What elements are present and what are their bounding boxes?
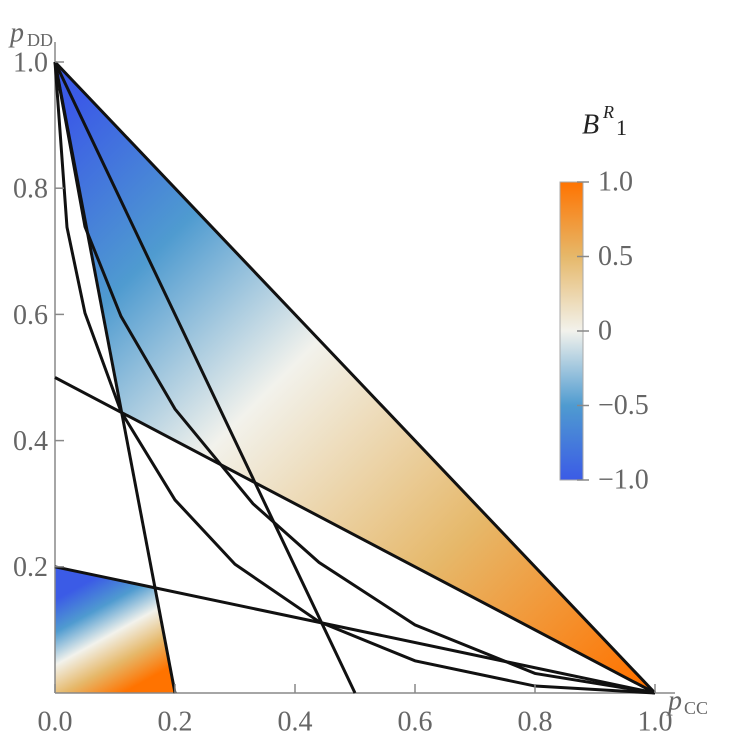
- x-tick-label: 0.8: [518, 706, 553, 737]
- colorbar-tick-label: −0.5: [598, 390, 649, 421]
- x-tick-label: 0.0: [38, 706, 73, 737]
- colorbar-title-sub: 1: [616, 115, 627, 140]
- colorbar-tick-label: 0.5: [598, 241, 633, 272]
- x-tick-label: 1.0: [638, 706, 673, 737]
- line: [53, 60, 657, 695]
- region: [55, 566, 175, 693]
- y-tick-label: 1.0: [13, 47, 48, 78]
- colorbar-title-sup: R: [602, 102, 614, 122]
- x-tick-label: 0.6: [398, 706, 433, 737]
- y-axis-label: p: [8, 17, 24, 48]
- curve: [53, 61, 656, 695]
- y-axis-label-sub: DD: [27, 30, 53, 50]
- y-tick-label: 0.8: [13, 174, 48, 205]
- y-tick-label: 0.2: [13, 552, 48, 583]
- curve: [53, 61, 656, 695]
- line: [53, 61, 357, 694]
- line: [54, 565, 656, 695]
- line: [54, 376, 656, 695]
- colorbar-tick-label: 1.0: [598, 166, 633, 197]
- y-tick-label: 0.6: [13, 300, 48, 331]
- colorbar-title: B: [582, 109, 599, 140]
- x-axis-label-sub: CC: [684, 698, 708, 718]
- x-tick-label: 0.2: [158, 706, 193, 737]
- colorbar-tick-label: −1.0: [598, 464, 649, 495]
- x-tick-label: 0.4: [278, 706, 313, 737]
- colorbar-tick-label: 0: [598, 315, 612, 346]
- y-tick-label: 0.4: [13, 426, 48, 457]
